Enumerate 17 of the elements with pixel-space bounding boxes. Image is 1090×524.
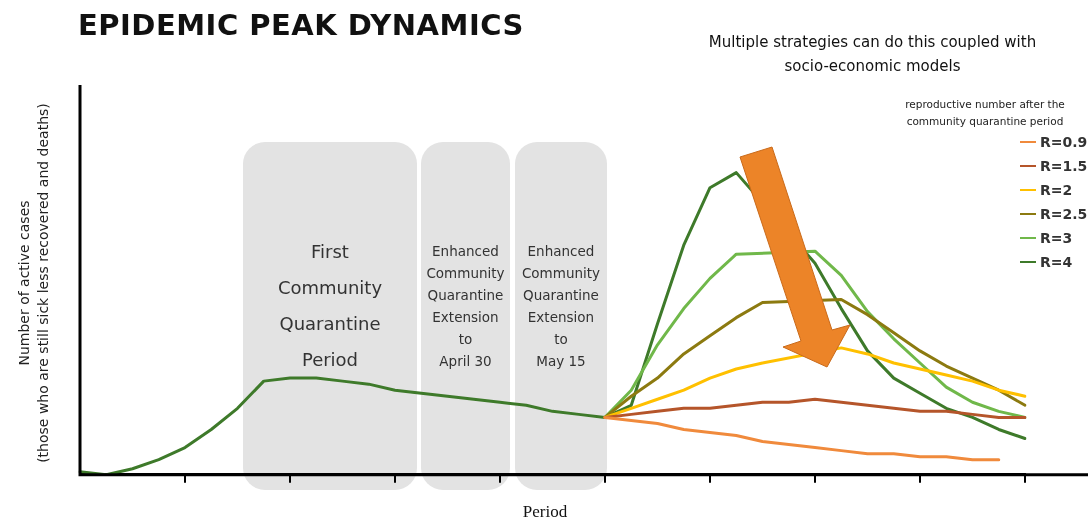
y-axis-title: Number of active cases (those who are still sick less recovered and deaths) [15,102,52,465]
legend-title: reproductive number after the community quarantine period [904,97,1066,129]
chart-subtitle: Multiple strategies can do this coupled with socio-economic models [707,32,1038,77]
legend-label: R=2.5 [1040,206,1088,222]
legend-label: R=1.5 [1040,158,1088,174]
shaded-panel: Enhanced Community Quarantine Extension to May 15 [515,142,607,490]
legend-label: R=2 [1040,182,1073,198]
legend-label: R=0.9 [1040,134,1088,150]
annotation: Enhanced Community Quarantine Extension to April 30 [426,242,505,371]
annotation: First Community Quarantine Period [277,240,383,372]
chart-title: EPIDEMIC PEAK DYNAMICS [78,8,524,42]
shaded-panel: Enhanced Community Quarantine Extension to April 30 [421,142,510,490]
legend-label: R=4 [1040,254,1073,270]
shaded-panel: First Community Quarantine Period [243,142,417,490]
x-axis-title: Period [521,502,569,522]
annotation: Enhanced Community Quarantine Extension to May 15 [521,242,601,371]
legend-label: R=3 [1040,230,1073,246]
